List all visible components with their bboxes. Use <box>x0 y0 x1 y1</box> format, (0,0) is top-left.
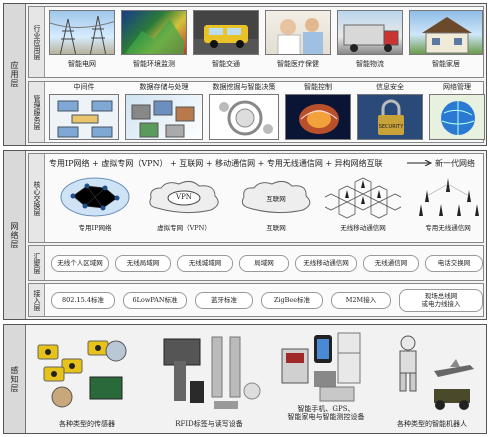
application-layer-label: 应用层 <box>4 4 26 145</box>
wpan-pill: 无线个人区域网 <box>51 255 109 272</box>
sensors-caption: 各种类型的传感器 <box>59 420 115 428</box>
zigbee-pill: ZigBee标准 <box>261 292 323 309</box>
data-storage-caption: 数据存储与处理 <box>139 83 189 91</box>
rfid-image <box>154 331 264 415</box>
dedicated-ip-network-caption: 专用IP网络 <box>78 224 112 232</box>
environment-monitoring-caption: 智能环境监测 <box>133 60 175 68</box>
smart-logistics-image <box>337 10 403 55</box>
next-gen-network-label: 新一代网络 <box>435 159 475 168</box>
ieee-802154-pill: 802.15.4标准 <box>51 292 115 309</box>
smart-logistics-caption: 智能物流 <box>356 60 384 68</box>
industry-application-sublayer: 行业应用层 智能电网 智能环境监测 智能交通 智能医疗保健 智能物流 <box>28 6 484 78</box>
mobile-comm-pill: 无线移动通信网 <box>295 255 357 272</box>
wlan-pill: 无线局域网 <box>115 255 171 272</box>
6lowpan-pill: 6LowPAN标准 <box>123 292 187 309</box>
next-gen-arrow <box>407 160 433 166</box>
smart-devices-caption: 智能手机、GPS、 智能家电与智能测控设备 <box>287 405 365 422</box>
smart-devices-image <box>276 329 376 405</box>
smart-grid-caption: 智能电网 <box>68 60 96 68</box>
perception-layer: 感知层 各种类型的传感器 RFID标签与读写设备 智能手机、GPS、 智能家电与… <box>3 324 487 434</box>
internet-cloud-graphic: 互联网 <box>239 178 313 218</box>
fieldbus-pill: 现场总线网 或电力线接入 <box>399 289 483 312</box>
m2m-pill: M2M接入 <box>331 292 391 309</box>
aggregation-sublayer-label: 汇聚层 <box>29 246 45 280</box>
lan-pill: 局域网 <box>239 255 289 272</box>
vpn-caption: 虚拟专网（VPN） <box>157 224 211 232</box>
environment-monitoring-image <box>121 10 187 55</box>
aggregation-sublayer: 汇聚层 无线个人区域网 无线局域网 无线城域网 局域网 无线移动通信网 无线通信… <box>28 245 484 281</box>
internet-cloud-label: 互联网 <box>266 195 286 203</box>
security-badge-text: SECURITY <box>379 124 404 130</box>
smart-transport-caption: 智能交通 <box>212 60 240 68</box>
vpn-cloud-label: VPN <box>176 193 192 201</box>
information-security-image: SECURITY <box>357 94 423 140</box>
industry-sublayer-label: 行业应用层 <box>29 7 45 77</box>
internet-caption: 互联网 <box>266 224 286 232</box>
access-sublayer: 接入层 802.15.4标准 6LowPAN标准 蓝牙标准 ZigBee标准 M… <box>28 283 484 317</box>
management-sublayer-label: 管理服务层 <box>29 82 45 142</box>
data-mining-caption: 数据挖掘与智能决策 <box>212 83 276 91</box>
information-security-caption: 信息安全 <box>376 83 404 91</box>
access-sublayer-label: 接入层 <box>29 284 45 316</box>
telephone-network-pill: 电话交换网 <box>425 255 483 272</box>
network-layer-label: 网络层 <box>4 151 26 319</box>
mobile-network-caption: 无线移动通信网 <box>340 224 386 232</box>
smart-home-image <box>409 10 483 55</box>
perception-layer-label: 感知层 <box>4 325 26 433</box>
core-exchange-sublayer: 核心交换层 专用IP网络 + 虚拟专网（VPN） + 互联网 + 移动通信网 +… <box>28 153 484 243</box>
smart-transport-image <box>193 10 259 55</box>
core-network-title: 专用IP网络 + 虚拟专网（VPN） + 互联网 + 移动通信网 + 专用无线通… <box>49 159 383 168</box>
smart-control-brain-image <box>285 94 351 140</box>
smart-healthcare-caption: 智能医疗保健 <box>277 60 319 68</box>
smart-control-caption: 智能控制 <box>304 83 332 91</box>
middleware-caption: 中间件 <box>73 83 95 91</box>
smart-home-caption: 智能家居 <box>432 60 460 68</box>
bluetooth-pill: 蓝牙标准 <box>195 292 253 309</box>
network-layer: 网络层 核心交换层 专用IP网络 + 虚拟专网（VPN） + 互联网 + 移动通… <box>3 150 487 320</box>
network-management-globe-image <box>429 94 485 140</box>
middleware-image <box>49 94 119 140</box>
sensors-image <box>32 331 142 415</box>
rfid-caption: RFID标签与读写设备 <box>175 420 243 428</box>
management-service-sublayer: 管理服务层 中间件 数据存储与处理 数据挖掘与智能决策 智能控制 信息安全 SE… <box>28 81 485 143</box>
dedicated-wireless-towers-graphic <box>413 174 483 218</box>
smart-grid-image <box>49 10 115 55</box>
network-management-caption: 网络管理 <box>443 83 471 91</box>
smart-healthcare-image <box>265 10 331 55</box>
dedicated-wireless-caption: 专用无线通信网 <box>425 224 471 232</box>
mobile-network-hex-graphic <box>325 174 401 220</box>
dedicated-ip-network-graphic <box>59 176 131 218</box>
wman-pill: 无线城域网 <box>177 255 233 272</box>
robots-image <box>384 331 480 415</box>
robots-caption: 各种类型的智能机器人 <box>397 420 467 428</box>
application-layer: 应用层 行业应用层 智能电网 智能环境监测 智能交通 智能医疗保健 <box>3 3 487 146</box>
vpn-cloud-graphic: VPN <box>145 178 223 218</box>
wireless-comm-pill: 无线通信网 <box>363 255 419 272</box>
core-sublayer-label: 核心交换层 <box>29 154 45 242</box>
data-storage-image <box>125 94 203 140</box>
data-mining-image <box>209 94 279 140</box>
